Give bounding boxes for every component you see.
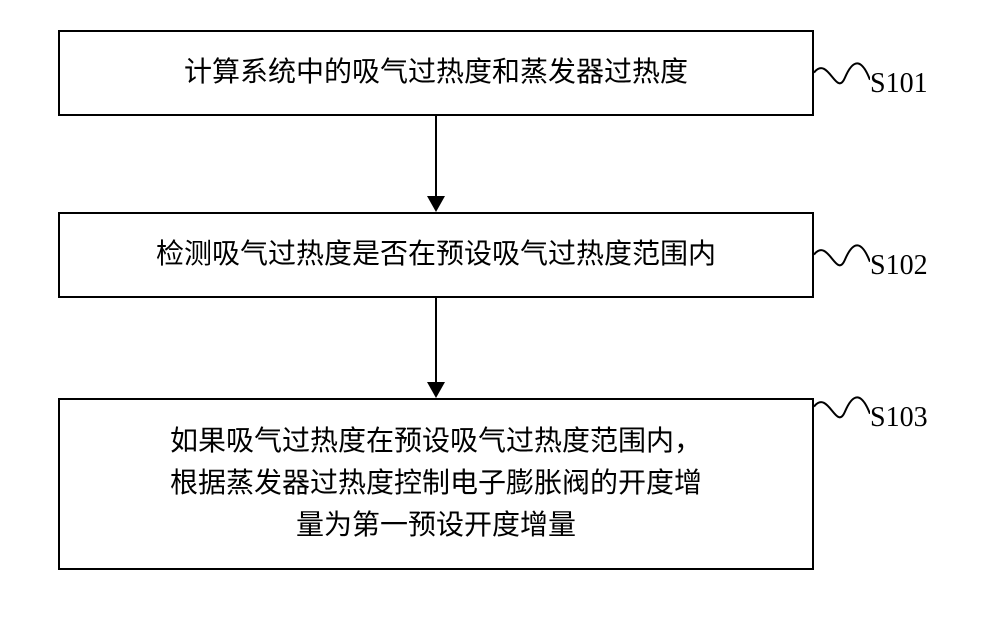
flowchart-step-label: S101 <box>870 68 928 100</box>
flowchart-box-text: 检测吸气过热度是否在预设吸气过热度范围内 <box>156 234 716 276</box>
flowchart-step-label: S103 <box>870 402 928 434</box>
squiggle-connector <box>814 60 870 96</box>
flowchart-box: 计算系统中的吸气过热度和蒸发器过热度 <box>58 30 814 116</box>
flowchart-arrow <box>424 116 448 212</box>
flowchart-box-text: 如果吸气过热度在预设吸气过热度范围内， 根据蒸发器过热度控制电子膨胀阀的开度增 … <box>170 421 702 547</box>
flowchart-box: 检测吸气过热度是否在预设吸气过热度范围内 <box>58 212 814 298</box>
flowchart-arrow <box>424 298 448 398</box>
flowchart-box-text: 计算系统中的吸气过热度和蒸发器过热度 <box>184 52 688 94</box>
flowchart-canvas: 计算系统中的吸气过热度和蒸发器过热度 S101 检测吸气过热度是否在预设吸气过热度范… <box>0 0 1000 632</box>
flowchart-box: 如果吸气过热度在预设吸气过热度范围内， 根据蒸发器过热度控制电子膨胀阀的开度增 … <box>58 398 814 570</box>
squiggle-connector <box>814 242 870 278</box>
squiggle-connector <box>814 394 870 430</box>
flowchart-step-label: S102 <box>870 250 928 282</box>
